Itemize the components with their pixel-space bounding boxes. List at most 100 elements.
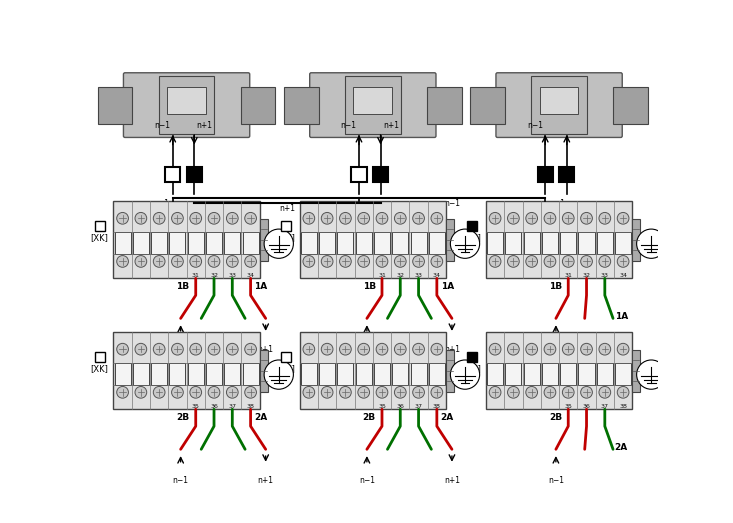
Bar <box>337 363 353 384</box>
Bar <box>169 363 185 384</box>
Text: n+1: n+1 <box>258 345 273 355</box>
Circle shape <box>599 386 611 398</box>
Circle shape <box>358 212 369 224</box>
Bar <box>319 363 335 384</box>
FancyBboxPatch shape <box>496 73 622 138</box>
Bar <box>633 219 641 261</box>
Circle shape <box>135 386 147 398</box>
Circle shape <box>153 386 165 398</box>
Text: [XK]: [XK] <box>277 233 295 242</box>
Circle shape <box>526 386 537 398</box>
Bar <box>615 363 631 384</box>
Text: 38: 38 <box>433 404 441 409</box>
Circle shape <box>599 343 611 355</box>
Circle shape <box>376 386 388 398</box>
Text: n−1: n−1 <box>359 345 375 355</box>
Text: n−1: n−1 <box>444 199 460 208</box>
Bar <box>523 232 539 254</box>
Text: [XK]: [XK] <box>463 364 481 373</box>
Bar <box>95 221 105 231</box>
Bar <box>539 87 578 115</box>
Circle shape <box>153 212 165 224</box>
Circle shape <box>226 386 238 398</box>
Bar <box>446 349 454 392</box>
Circle shape <box>544 212 556 224</box>
Text: 1A: 1A <box>254 282 268 291</box>
Circle shape <box>376 343 388 355</box>
Bar <box>353 87 392 115</box>
Bar <box>301 363 317 384</box>
Bar <box>373 167 388 182</box>
Bar <box>429 232 445 254</box>
Circle shape <box>450 229 479 258</box>
Circle shape <box>507 256 519 267</box>
Bar <box>151 232 167 254</box>
Circle shape <box>581 212 592 224</box>
Bar <box>114 201 259 278</box>
Text: 36: 36 <box>583 404 591 409</box>
Circle shape <box>303 212 314 224</box>
Circle shape <box>358 256 369 267</box>
Circle shape <box>581 256 592 267</box>
Text: 2A: 2A <box>254 413 268 422</box>
Circle shape <box>617 256 629 267</box>
Bar <box>206 363 222 384</box>
Circle shape <box>190 386 202 398</box>
Circle shape <box>599 256 611 267</box>
Bar <box>281 221 291 231</box>
Bar <box>560 363 576 384</box>
Bar <box>559 167 575 182</box>
Bar <box>356 232 372 254</box>
Circle shape <box>245 212 257 224</box>
Circle shape <box>172 386 183 398</box>
Circle shape <box>321 256 333 267</box>
Circle shape <box>617 212 629 224</box>
Bar <box>169 232 185 254</box>
Circle shape <box>358 343 369 355</box>
Circle shape <box>562 256 574 267</box>
Circle shape <box>208 256 220 267</box>
Bar <box>243 363 259 384</box>
Circle shape <box>562 386 574 398</box>
Text: 35: 35 <box>564 404 572 409</box>
Circle shape <box>617 386 629 398</box>
Circle shape <box>303 343 314 355</box>
Text: 33: 33 <box>601 273 609 278</box>
Circle shape <box>413 343 424 355</box>
Text: n+1: n+1 <box>383 121 399 130</box>
Bar <box>374 232 390 254</box>
Bar <box>159 75 214 134</box>
Circle shape <box>172 343 183 355</box>
Text: n−1: n−1 <box>153 199 169 208</box>
Circle shape <box>190 256 202 267</box>
Text: 36: 36 <box>210 404 218 409</box>
Bar <box>206 232 222 254</box>
Circle shape <box>507 386 519 398</box>
Text: 1A: 1A <box>441 282 454 291</box>
Circle shape <box>489 212 501 224</box>
Circle shape <box>358 386 369 398</box>
Bar <box>560 232 576 254</box>
Text: n+1: n+1 <box>196 121 213 130</box>
Text: 33: 33 <box>415 273 422 278</box>
Circle shape <box>303 256 314 267</box>
Circle shape <box>245 386 257 398</box>
Circle shape <box>394 343 406 355</box>
Circle shape <box>637 229 666 258</box>
Bar <box>597 232 613 254</box>
Circle shape <box>208 212 220 224</box>
Text: n+1: n+1 <box>444 476 460 485</box>
Text: 34: 34 <box>246 273 254 278</box>
Circle shape <box>303 386 314 398</box>
Bar <box>95 352 105 362</box>
Bar <box>133 363 149 384</box>
Bar <box>345 75 400 134</box>
Circle shape <box>394 386 406 398</box>
Bar <box>615 232 631 254</box>
Circle shape <box>153 256 165 267</box>
Text: 32: 32 <box>397 273 405 278</box>
Circle shape <box>489 343 501 355</box>
Circle shape <box>544 386 556 398</box>
Bar <box>467 352 477 362</box>
Text: n+1: n+1 <box>444 345 460 355</box>
